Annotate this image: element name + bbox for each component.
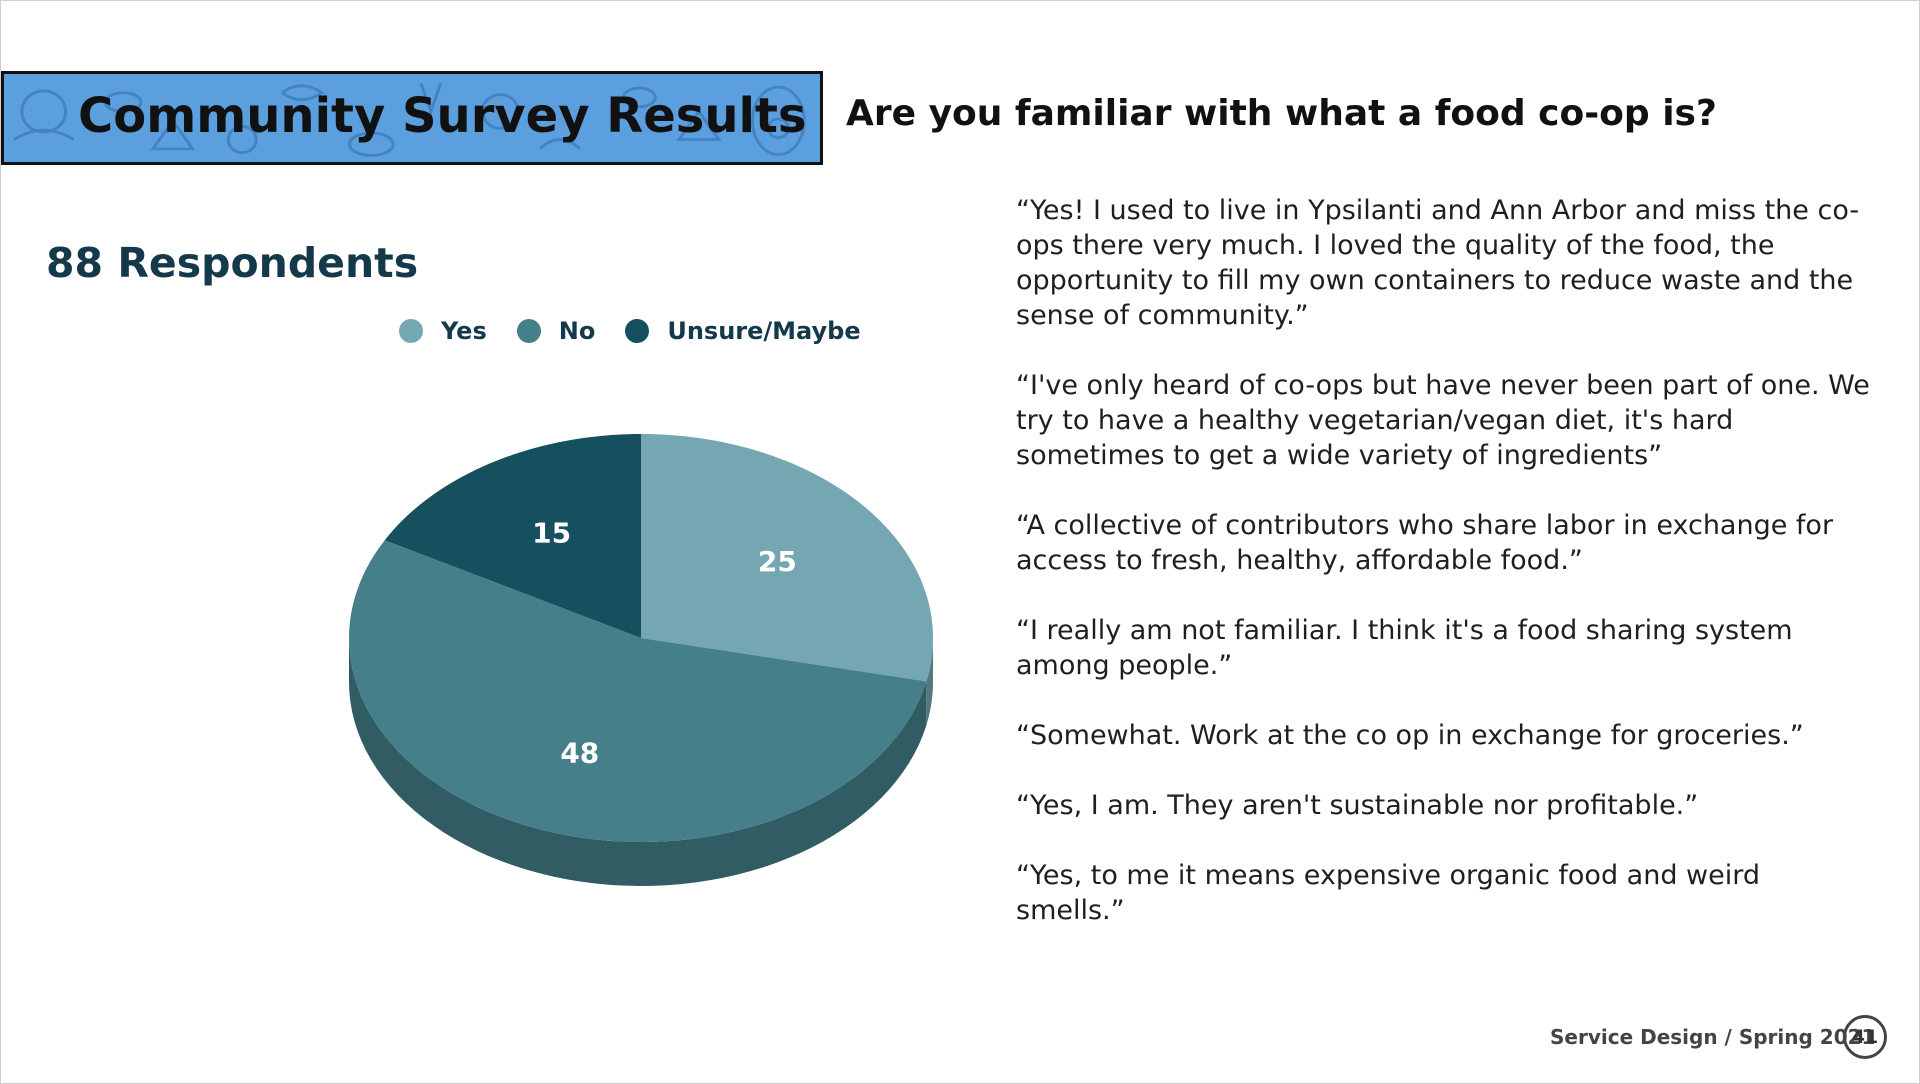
title-banner: Community Survey Results (1, 71, 823, 165)
pie-slice-no (349, 540, 927, 842)
pie-slice-yes (641, 434, 933, 682)
food-doodle-pattern (13, 82, 806, 157)
pie-label-no: 48 (560, 737, 599, 770)
banner-title: Community Survey Results (78, 88, 807, 144)
legend-item-no: No (516, 317, 596, 345)
legend-item-unsure: Unsure/Maybe (625, 317, 861, 345)
quote-7: “Yes, to me it means expensive organic f… (1016, 860, 1761, 926)
quote-6: “Yes, I am. They aren't sustainable nor … (1016, 790, 1699, 821)
quote-1: “Yes! I used to live in Ypsilanti and An… (1016, 195, 1860, 331)
quote-4: “I really am not familiar. I think it's … (1016, 615, 1793, 681)
respondent-count: 88 Respondents (46, 239, 419, 287)
pie-side-no (349, 638, 927, 886)
legend-label-unsure: Unsure/Maybe (667, 317, 861, 345)
quote-3: “A collective of contributors who share … (1016, 510, 1834, 576)
chart-legend: Yes No Unsure/Maybe (399, 317, 891, 345)
pie-side-yes (926, 638, 933, 726)
legend-swatch-unsure (625, 319, 650, 343)
page-number-badge: 41 (1843, 1015, 1887, 1059)
quotes-list: “Yes! I used to live in Ypsilanti and An… (1016, 193, 1876, 963)
legend-label-no: No (558, 317, 596, 345)
legend-swatch-yes (399, 319, 423, 343)
footer-course-label: Service Design / Spring 2021 (1550, 1025, 1876, 1049)
pie-slice-unsure-maybe (384, 434, 641, 638)
quote-5: “Somewhat. Work at the co op in exchange… (1016, 720, 1804, 751)
quote-2: “I've only heard of co-ops but have neve… (1016, 370, 1870, 471)
survey-question: Are you familiar with what a food co-op … (846, 93, 1717, 134)
pie-label-unsure-maybe: 15 (532, 517, 571, 550)
legend-item-yes: Yes (399, 317, 487, 345)
pie-label-yes: 25 (758, 545, 797, 578)
legend-label-yes: Yes (441, 317, 487, 345)
pie-chart: 25 48 15 (349, 434, 933, 886)
legend-swatch-no (516, 319, 541, 343)
